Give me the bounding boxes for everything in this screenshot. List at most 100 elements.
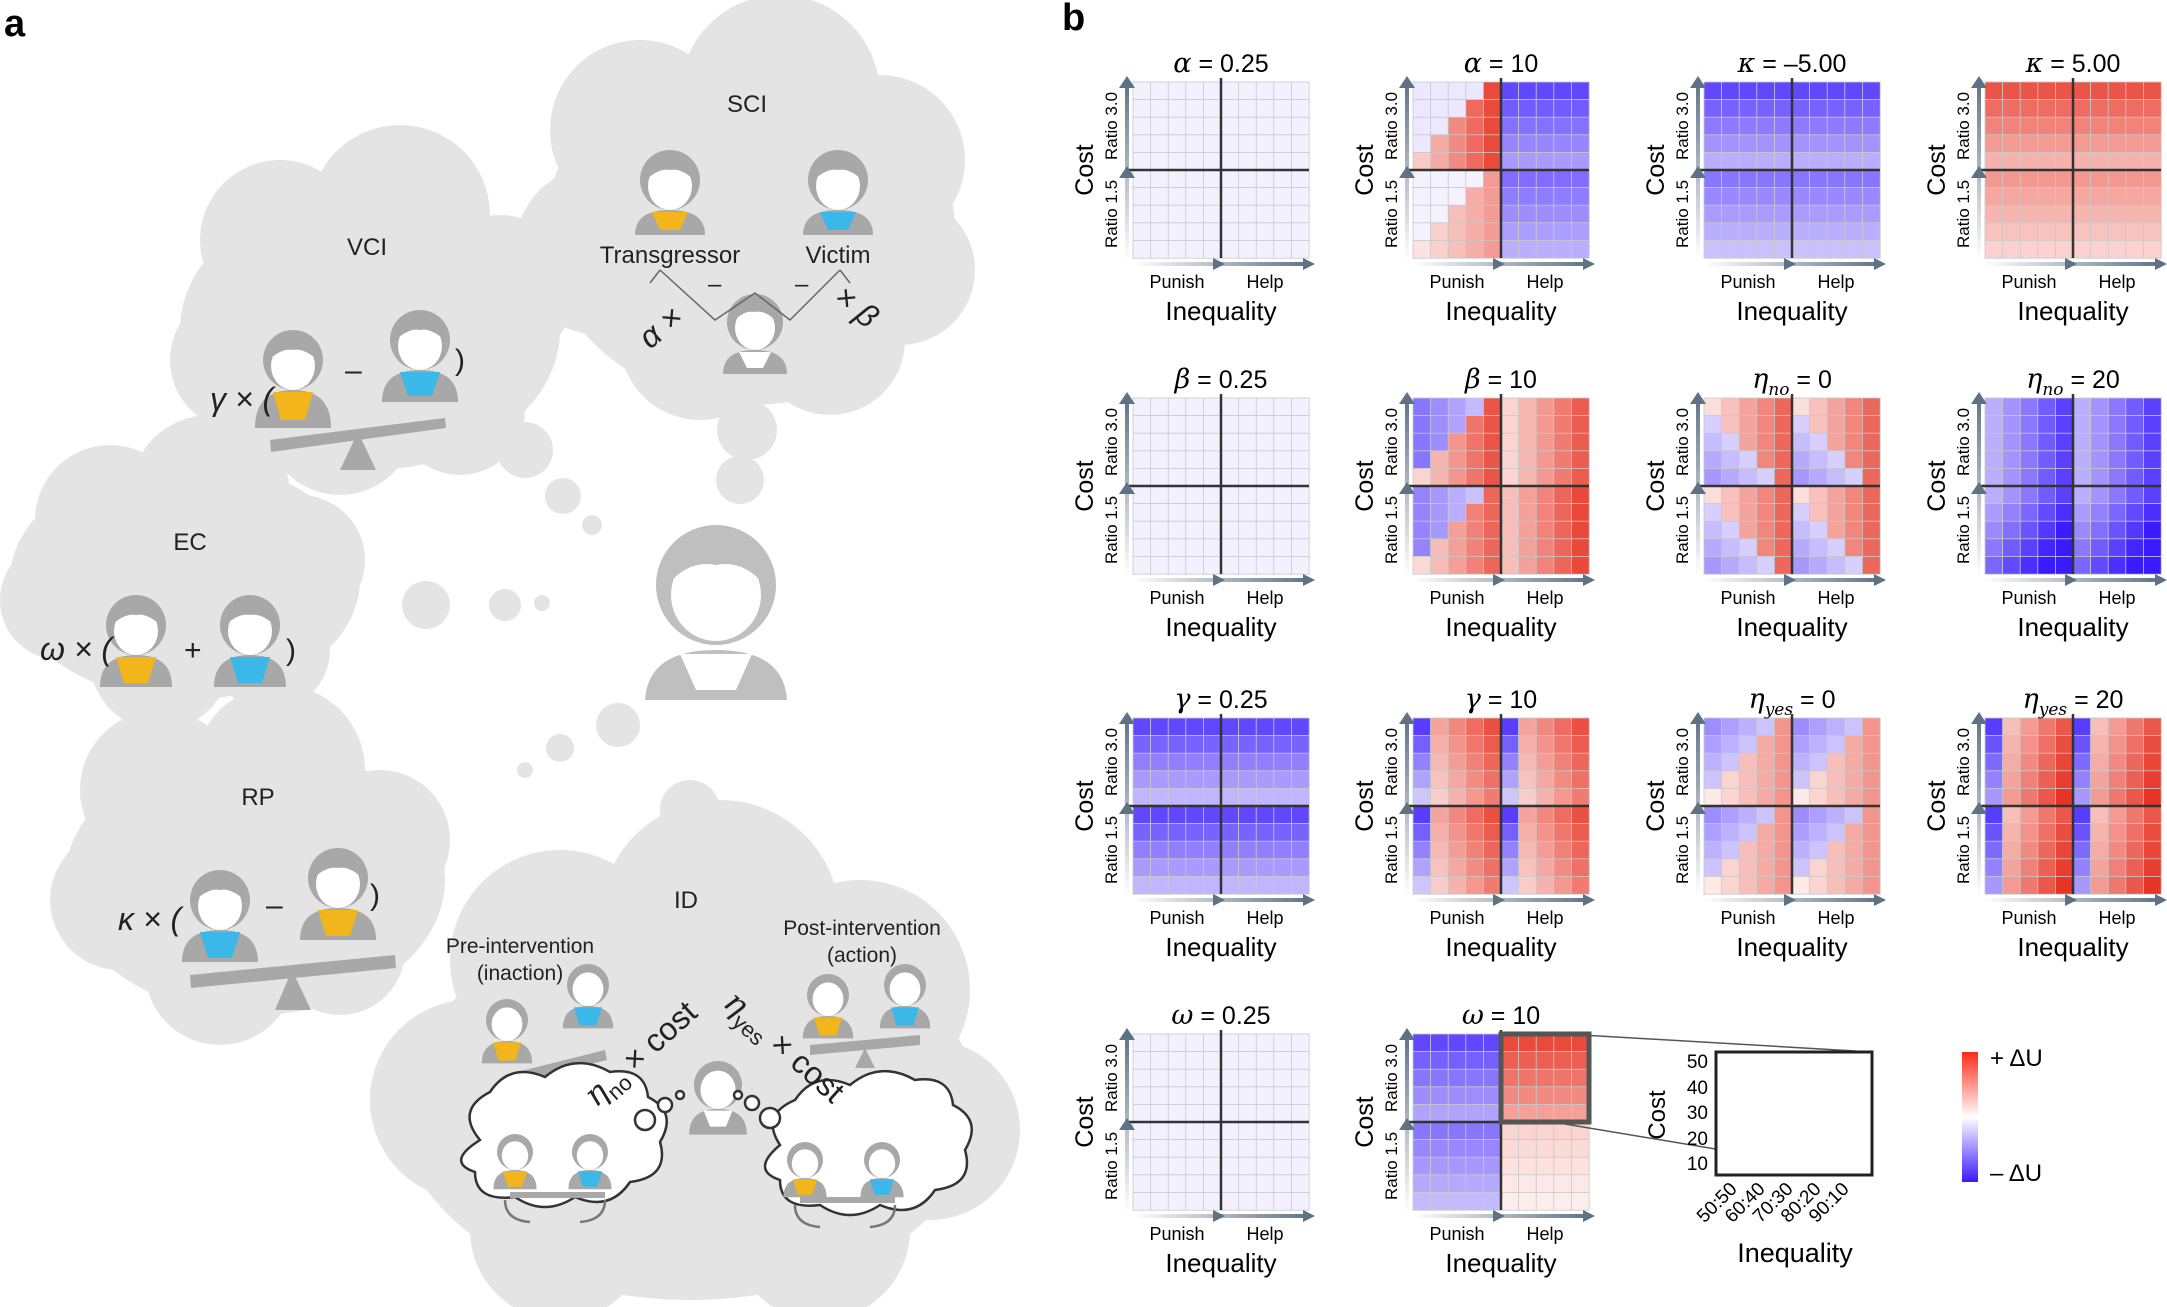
y-axis-mid-arrow-icon [1119, 802, 1135, 814]
heatmap-cell [1844, 116, 1864, 136]
transgressor-label: Transgressor [600, 242, 740, 269]
heatmap-cell [1535, 858, 1555, 877]
heatmap-cell [1255, 1139, 1275, 1158]
heatmap-cell [2142, 415, 2162, 434]
heatmap-cell [2019, 858, 2039, 877]
heatmap-cell [1518, 187, 1537, 206]
heatmap-cell [1703, 415, 1723, 434]
heatmap-cell [1412, 116, 1432, 136]
heatmap-cell [1500, 503, 1520, 522]
heatmap-cell [1703, 876, 1723, 895]
heatmap-cell [1809, 485, 1828, 505]
heatmap-cell [2107, 538, 2127, 557]
heatmap-cell [1273, 735, 1293, 754]
heatmap-cell [1220, 204, 1240, 224]
heatmap-cell [1535, 1156, 1555, 1176]
heatmap-cell [1703, 735, 1723, 754]
punish-label: Punish [1429, 908, 1484, 928]
heatmap-cell [1273, 1033, 1293, 1053]
heatmap-cell [1273, 485, 1293, 505]
heatmap-cell [1255, 503, 1275, 522]
heatmap-cell [1167, 397, 1187, 417]
inset-frame [1714, 1050, 1874, 1177]
heatmap-cell [1430, 520, 1449, 540]
heatmap-cell [2125, 187, 2145, 206]
heatmap-cell [1774, 450, 1793, 469]
heatmap-cell [1703, 503, 1723, 522]
heatmap-cell [1430, 467, 1449, 487]
heatmap-cell [1150, 858, 1169, 877]
heatmap-cell [1518, 81, 1537, 101]
heatmap-cell [1518, 1051, 1537, 1070]
heatmap-cell [1185, 432, 1205, 452]
heatmap-cell [2019, 397, 2039, 417]
heatmap-cell [2037, 450, 2057, 469]
heatmap-cell [1273, 788, 1293, 807]
heatmap-cell [1203, 467, 1222, 487]
heatmap-cell [2019, 222, 2039, 242]
inequality-axis-label: Inequality [1165, 1248, 1276, 1278]
heatmap-cell [2142, 840, 2162, 860]
heatmap-cell [1809, 415, 1828, 434]
heatmap-cell [1774, 520, 1793, 540]
heatmap-cell [1862, 99, 1881, 118]
heatmap-cell [2125, 840, 2145, 860]
heatmap-cell [1756, 134, 1776, 154]
heatmap-cell [1465, 1139, 1485, 1158]
heatmap-cell [1132, 1104, 1152, 1123]
heatmap-cell [1535, 1174, 1555, 1194]
y-axis-mid-arrow-icon [1971, 482, 1987, 494]
heatmap-cell [1412, 1174, 1432, 1194]
id-center-person-icon [689, 1061, 747, 1135]
heatmap-cell [2125, 397, 2145, 417]
heatmap-cell [1167, 1174, 1187, 1194]
heatmap-cell [1447, 520, 1467, 540]
y-axis-mid-arrow-icon [1399, 166, 1415, 178]
heatmap-cell [1291, 1104, 1310, 1123]
heatmap-cell [1238, 520, 1257, 540]
heatmap-cell [1238, 151, 1257, 171]
x-axis-mid-arrow-icon [2065, 894, 2077, 906]
heatmap-cell [1132, 151, 1152, 171]
heatmap-cell [1500, 415, 1520, 434]
heatmap-cell [1844, 450, 1864, 469]
heatmap-cell [1738, 520, 1758, 540]
sub-post-right-icon [860, 1142, 904, 1198]
heatmap-cell [1185, 1192, 1205, 1211]
heatmap-cell [1167, 805, 1187, 825]
heatmap-cell [1447, 1051, 1467, 1070]
heatmap-cell [1483, 805, 1502, 825]
heatmap-cell [1500, 169, 1520, 189]
heatmap-cell [1167, 116, 1187, 136]
heatmap-cell [1500, 752, 1520, 772]
heatmap-cell [1132, 81, 1152, 101]
heatmap-cell [1984, 450, 2004, 469]
heatmap-cell [1774, 556, 1793, 575]
heatmap-cell [1132, 1121, 1152, 1141]
heatmap-cell [2142, 169, 2162, 189]
heatmap-cell [1756, 788, 1776, 807]
heatmap-cell [1447, 717, 1467, 737]
heatmap-cell [2125, 151, 2145, 171]
heatmap-cell [1447, 415, 1467, 434]
heatmap-cell [1220, 788, 1240, 807]
cost-axis-label: Cost [1071, 780, 1099, 831]
heatmap-cell [1738, 538, 1758, 557]
heatmap-cell [1809, 467, 1828, 487]
heatmap-cell [2072, 81, 2092, 101]
heatmap-cell [1447, 116, 1467, 136]
heatmap-cell [1412, 556, 1432, 575]
heatmap-cell [1238, 169, 1257, 189]
heatmap-cell [2142, 81, 2162, 101]
heatmap-cell [1721, 134, 1740, 154]
heatmap-cell [1132, 805, 1152, 825]
heatmap-cell [1826, 450, 1846, 469]
heatmap-cell [2142, 485, 2162, 505]
heatmap-cell [1185, 1121, 1205, 1141]
heatmap-cell [1465, 1192, 1485, 1211]
heatmap-cell [1220, 1086, 1240, 1106]
heatmap-cell [1203, 1068, 1222, 1088]
heatmap-cell [1862, 81, 1881, 101]
